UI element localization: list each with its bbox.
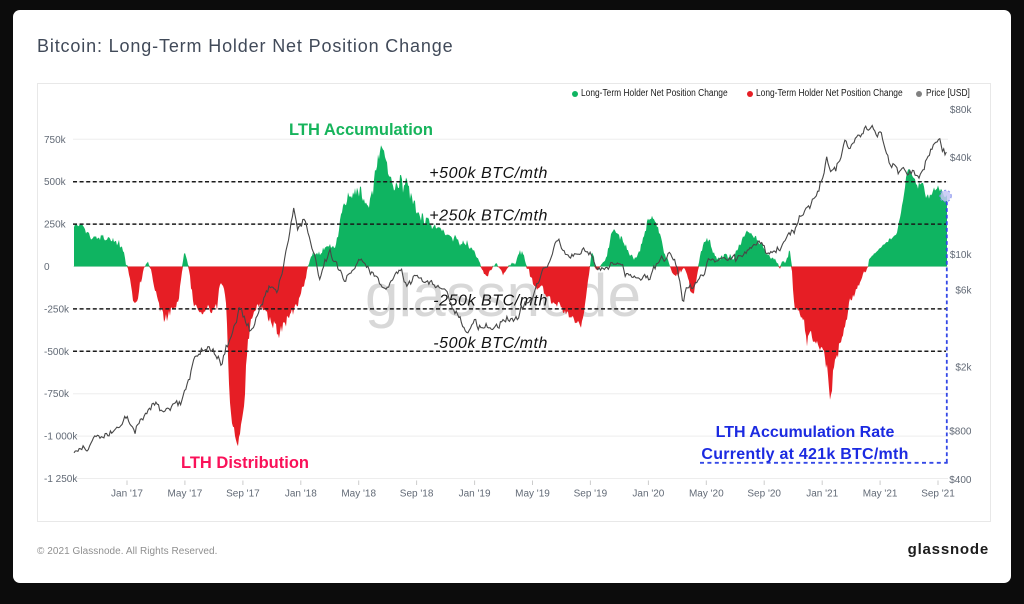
svg-text:Sep '21: Sep '21 [921, 489, 955, 500]
svg-text:Jan '20: Jan '20 [632, 489, 664, 500]
svg-text:May '21: May '21 [863, 489, 898, 500]
svg-text:+500k BTC/mth: +500k BTC/mth [429, 165, 548, 182]
svg-text:Jan '21: Jan '21 [806, 489, 838, 500]
svg-text:+250k BTC/mth: +250k BTC/mth [429, 208, 548, 225]
svg-text:Currently at 421k BTC/mth: Currently at 421k BTC/mth [701, 446, 908, 463]
svg-text:-250k BTC/mth: -250k BTC/mth [433, 292, 548, 309]
svg-text:$80k: $80k [950, 105, 973, 116]
svg-text:-500k BTC/mth: -500k BTC/mth [433, 335, 548, 352]
svg-text:May '20: May '20 [689, 489, 724, 500]
svg-text:LTH Accumulation Rate: LTH Accumulation Rate [716, 424, 895, 441]
svg-text:May '19: May '19 [515, 489, 550, 500]
svg-text:-1 250k: -1 250k [44, 474, 78, 485]
svg-text:Jan '19: Jan '19 [459, 489, 491, 500]
svg-text:Sep '18: Sep '18 [400, 489, 434, 500]
svg-text:May '17: May '17 [168, 489, 203, 500]
svg-text:250k: 250k [44, 220, 67, 231]
svg-text:Sep '19: Sep '19 [574, 489, 608, 500]
svg-text:Jan '18: Jan '18 [285, 489, 317, 500]
svg-text:-250k: -250k [44, 304, 70, 315]
svg-text:-1 000k: -1 000k [44, 432, 78, 443]
svg-text:-500k: -500k [44, 347, 70, 358]
svg-text:May '18: May '18 [341, 489, 376, 500]
svg-text:$2k: $2k [955, 363, 972, 374]
svg-text:$400: $400 [949, 475, 972, 486]
svg-text:$6k: $6k [955, 286, 972, 297]
svg-text:LTH Accumulation: LTH Accumulation [289, 121, 433, 139]
svg-text:-750k: -750k [44, 389, 70, 400]
svg-text:500k: 500k [44, 177, 67, 188]
svg-text:Jan '17: Jan '17 [111, 489, 143, 500]
svg-text:0: 0 [44, 262, 50, 273]
svg-text:$40k: $40k [950, 153, 973, 164]
svg-text:$10k: $10k [950, 250, 973, 261]
svg-text:LTH Distribution: LTH Distribution [181, 454, 309, 472]
svg-text:Sep '17: Sep '17 [226, 489, 260, 500]
svg-text:$800: $800 [949, 427, 972, 438]
svg-text:750k: 750k [44, 135, 67, 146]
svg-text:Sep '20: Sep '20 [747, 489, 781, 500]
